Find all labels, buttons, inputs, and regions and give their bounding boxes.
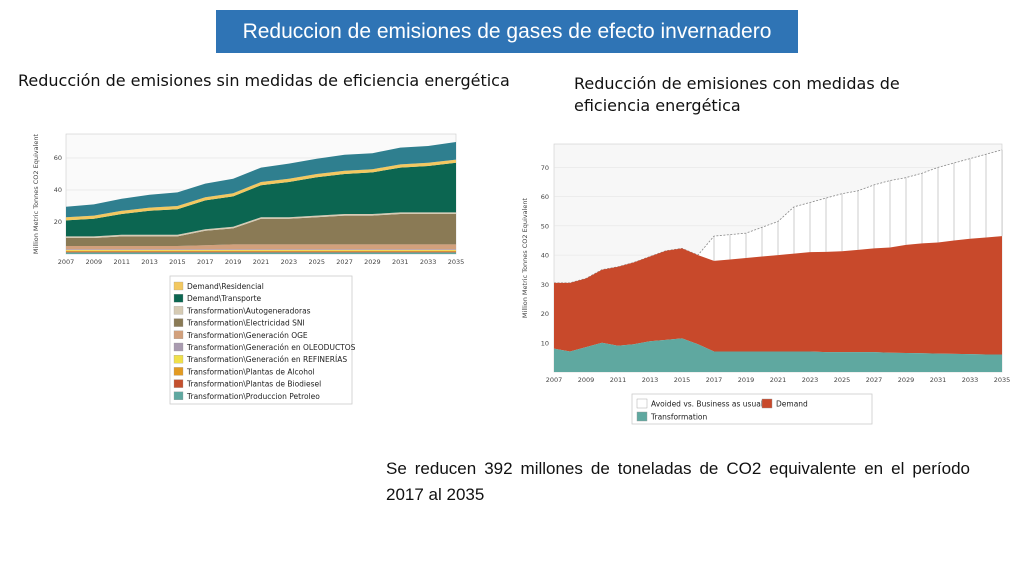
legend-swatch xyxy=(173,367,184,376)
area-series-5 xyxy=(66,244,456,250)
x-tick-label: 2011 xyxy=(610,376,627,384)
legend-swatch xyxy=(173,330,184,339)
y-tick-label: 10 xyxy=(541,339,549,347)
y-tick-label: 60 xyxy=(54,154,62,162)
legend-label: Demand\Transporte xyxy=(187,294,262,303)
x-tick-label: 2031 xyxy=(930,376,947,384)
x-tick-label: 2031 xyxy=(392,258,409,266)
y-tick-label: 20 xyxy=(54,218,62,226)
legend-label: Transformation\Electricidad SNI xyxy=(186,319,305,328)
legend-swatch xyxy=(636,398,648,409)
right-stacked-area-chart: 10 20 30 40 50 60 70 2007 2009 2011 2013 2015 2017 20… xyxy=(521,143,1011,425)
x-tick-label: 2025 xyxy=(308,258,325,266)
x-tick-label: 2009 xyxy=(86,258,103,266)
x-tick-label: 2027 xyxy=(336,258,353,266)
y-tick-label: 60 xyxy=(541,193,549,201)
x-tick-label: 2021 xyxy=(253,258,270,266)
left-stacked-area-chart: 20 40 60 2007 2009 2011 2013 2015 2017 2019 2021 20… xyxy=(32,133,464,405)
area-series-1 xyxy=(66,251,456,253)
x-tick-label: 2015 xyxy=(169,258,186,266)
x-tick-label: 2021 xyxy=(770,376,787,384)
x-tick-label: 2019 xyxy=(225,258,242,266)
legend-label: Demand xyxy=(776,400,808,409)
legend-label: Transformation\Plantas de Alcohol xyxy=(186,367,315,376)
x-tick-label: 2007 xyxy=(58,258,75,266)
legend-swatch xyxy=(173,294,184,303)
area-series-3 xyxy=(66,250,456,251)
x-tick-label: 2019 xyxy=(738,376,755,384)
x-tick-label: 2017 xyxy=(197,258,214,266)
x-tick-label: 2015 xyxy=(674,376,691,384)
area-series-2 xyxy=(66,250,456,252)
x-tick-label: 2013 xyxy=(642,376,659,384)
page-title: Reduccion de emisiones de gases de efect… xyxy=(216,10,798,53)
legend-label: Demand\Residencial xyxy=(187,282,264,291)
x-tick-label: 2013 xyxy=(141,258,158,266)
area-series-7 xyxy=(66,212,456,238)
legend-swatch xyxy=(173,281,184,291)
transformation-area xyxy=(554,338,1002,372)
conclusion-text: Se reducen 392 millones de toneladas de … xyxy=(386,459,970,504)
x-tick-label: 2033 xyxy=(420,258,437,266)
legend-swatch xyxy=(761,398,773,409)
x-tick-label: 2033 xyxy=(962,376,979,384)
legend-label: Transformation\Generación en OLEODUCTOS xyxy=(186,343,356,352)
area-series-4 xyxy=(66,249,456,250)
legend-label: Avoided vs. Business as usual xyxy=(651,400,763,409)
x-tick-label: 2029 xyxy=(898,376,915,384)
area-series-0 xyxy=(66,252,456,254)
legend-swatch xyxy=(636,411,648,422)
right-chart-subtitle: Reducción de emisiones con medidas de ef… xyxy=(574,74,900,115)
legend-label: Transformation\Autogeneradoras xyxy=(186,306,311,315)
legend-swatch xyxy=(173,306,184,315)
y-tick-label: 70 xyxy=(541,164,549,172)
x-tick-label: 2027 xyxy=(866,376,883,384)
legend-swatch xyxy=(173,342,184,352)
legend-box xyxy=(169,275,353,405)
x-tick-label: 2011 xyxy=(113,258,130,266)
y-tick-label: 40 xyxy=(54,186,62,194)
legend-label: Transformation\Generación OGE xyxy=(186,331,308,340)
left-chart-subtitle: Reducción de emisiones sin medidas de ef… xyxy=(18,71,510,90)
legend-swatch xyxy=(173,318,184,327)
legend-box xyxy=(631,393,873,425)
legend-swatch xyxy=(173,355,184,364)
x-tick-label: 2023 xyxy=(802,376,819,384)
demand-area xyxy=(554,236,1002,355)
x-tick-label: 2035 xyxy=(448,258,465,266)
x-tick-label: 2025 xyxy=(834,376,851,384)
area-series-8 xyxy=(66,162,456,237)
area-series-6 xyxy=(66,214,456,246)
legend-label: Transformation\Produccion Petroleo xyxy=(186,392,320,401)
x-tick-label: 2017 xyxy=(706,376,723,384)
y-tick-label: 50 xyxy=(541,222,549,230)
x-tick-label: 2035 xyxy=(994,376,1011,384)
y-axis-label: Million Metric Tonnes CO2 Equivalent xyxy=(521,197,529,318)
y-tick-label: 40 xyxy=(541,252,549,260)
legend-swatch xyxy=(173,379,184,388)
x-tick-label: 2029 xyxy=(364,258,381,266)
y-tick-label: 30 xyxy=(541,281,549,289)
y-tick-label: 20 xyxy=(541,310,549,318)
y-axis-label: Million Metric Tonnes CO2 Equivalent xyxy=(32,133,40,254)
area-series-9 xyxy=(66,159,456,221)
x-tick-label: 2007 xyxy=(546,376,563,384)
legend-swatch xyxy=(173,391,184,400)
legend-label: Transformation xyxy=(650,413,708,422)
x-tick-label: 2023 xyxy=(281,258,298,266)
legend-label: Transformation\Plantas de Biodiesel xyxy=(186,380,321,389)
legend-label: Transformation\Generación en REFINERÍAS xyxy=(186,355,347,364)
area-series-10 xyxy=(66,142,456,218)
x-tick-label: 2009 xyxy=(578,376,595,384)
